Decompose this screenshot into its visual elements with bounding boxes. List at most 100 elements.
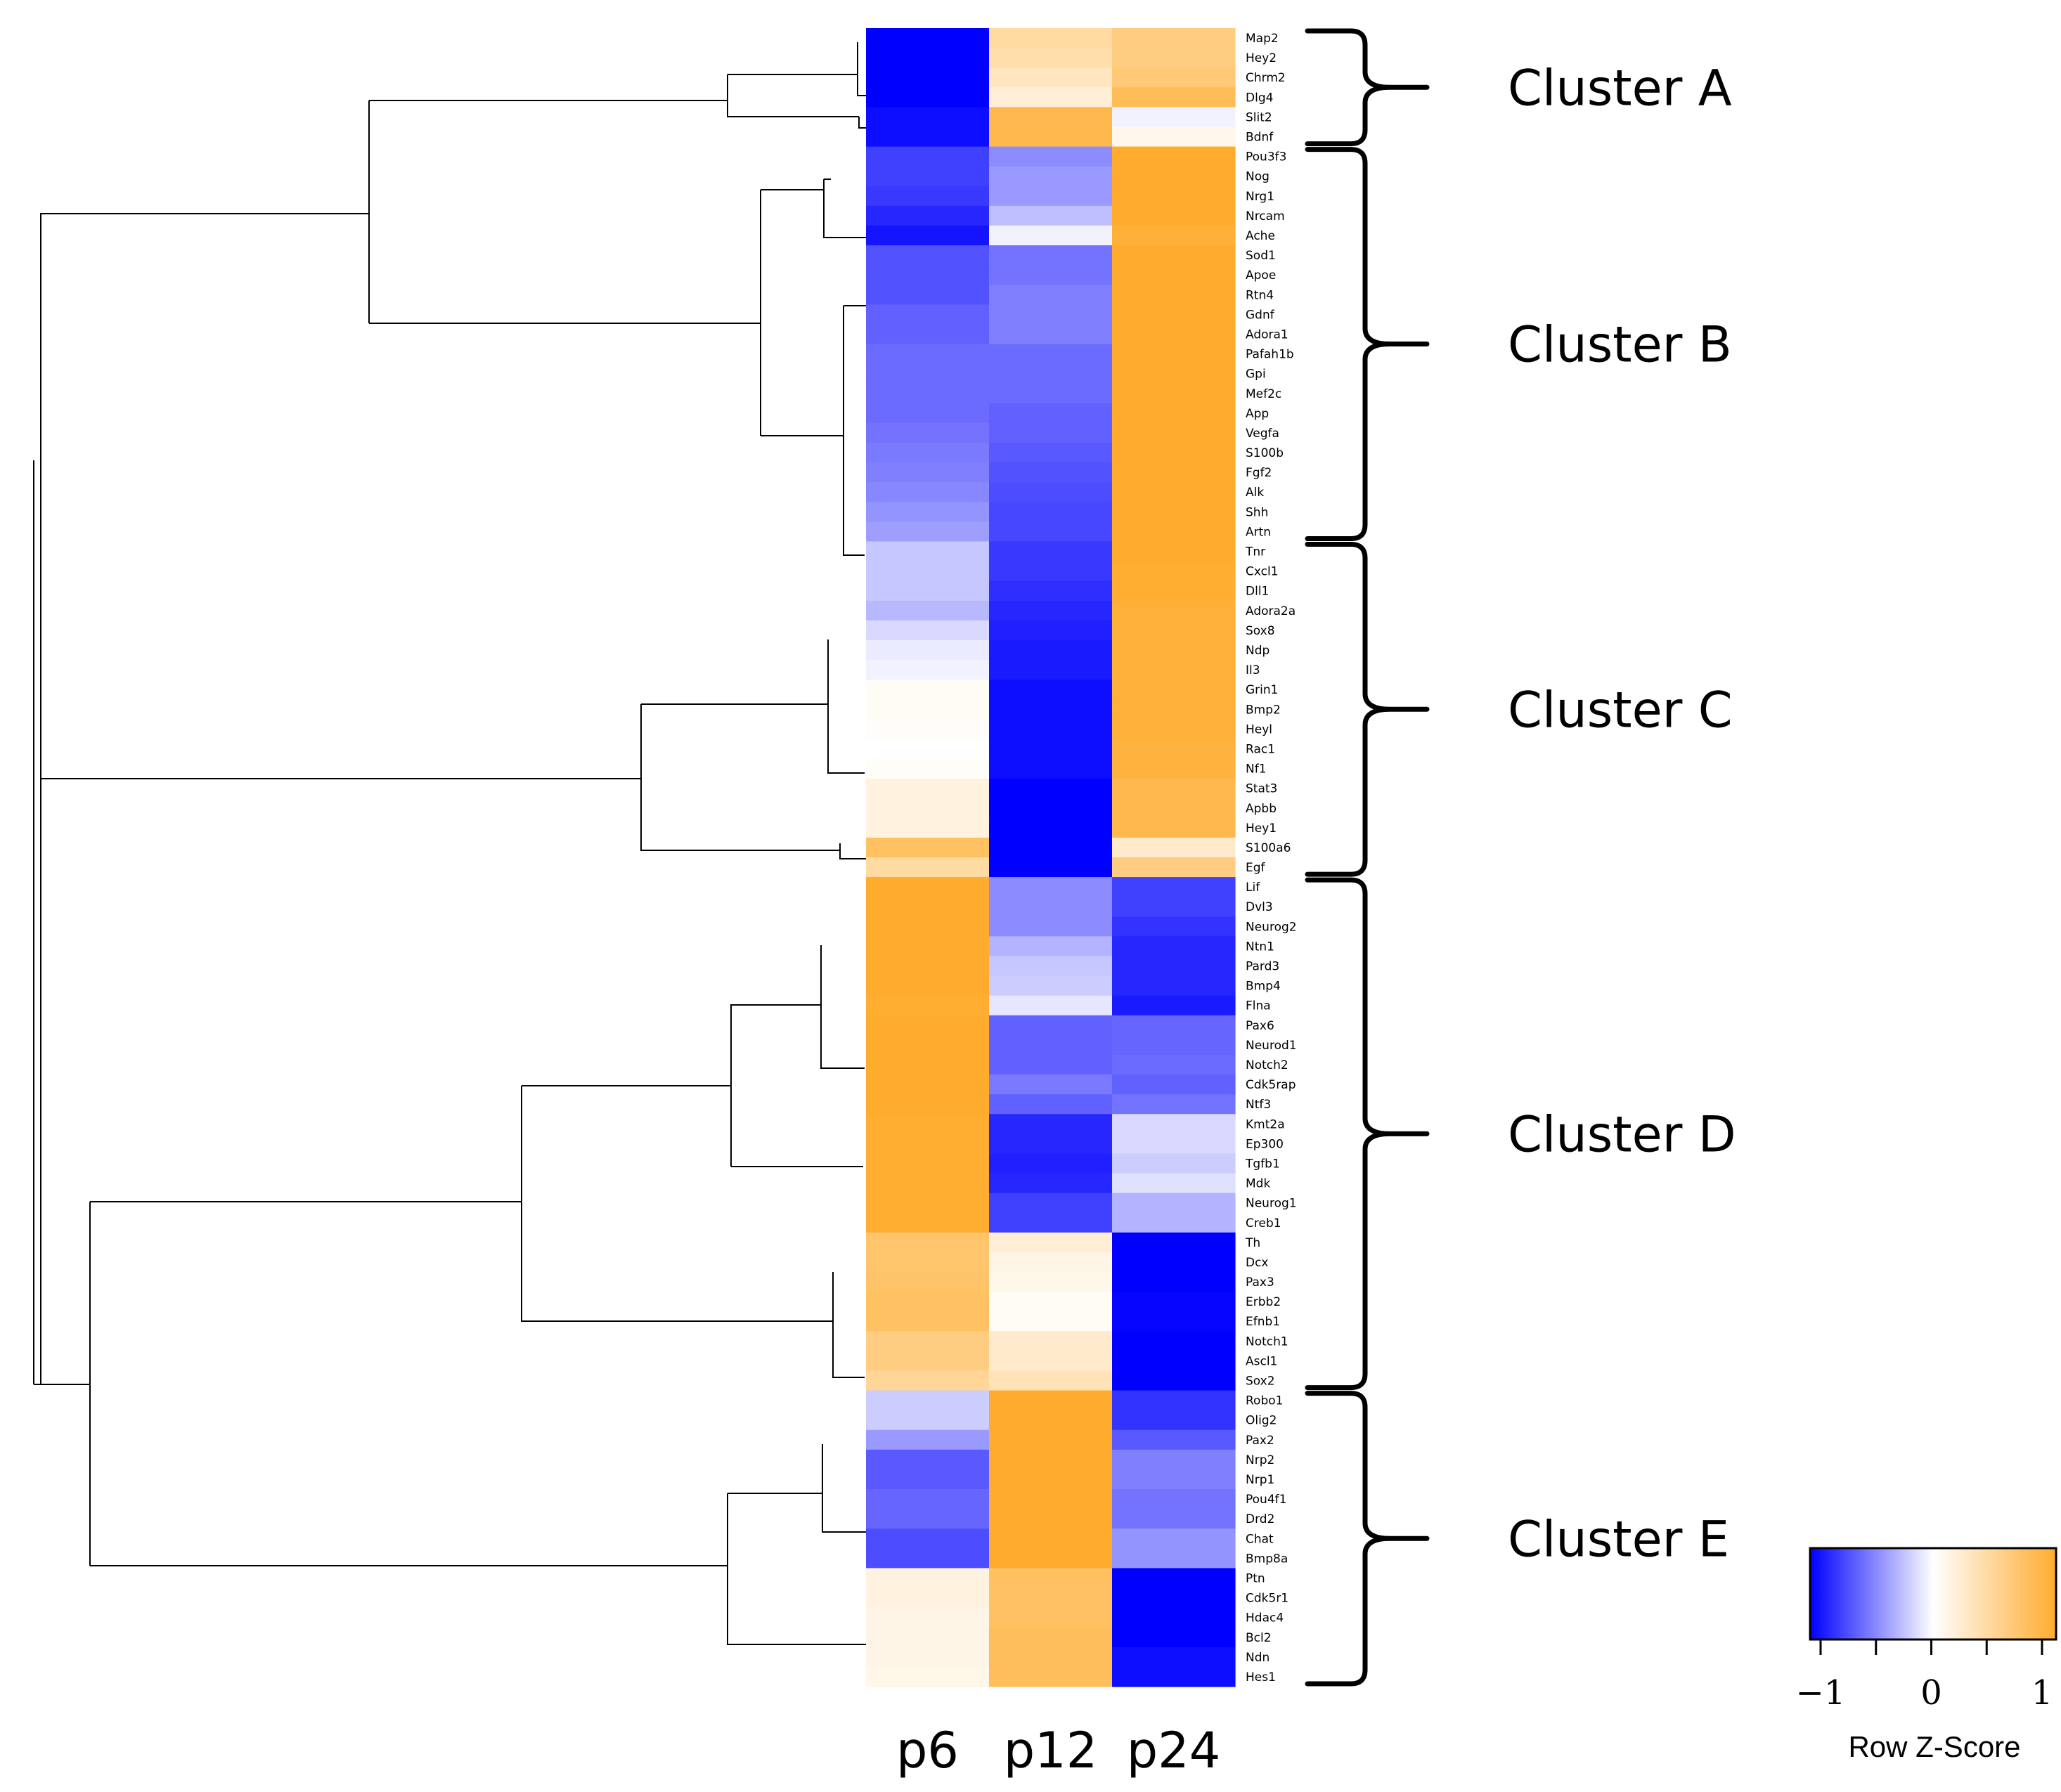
heatmap-cell-Egf-p6 <box>866 857 990 878</box>
gene-label-Olig2: Olig2 <box>1246 1414 1277 1428</box>
heatmap-cell-Neurog1-p24 <box>1112 1193 1236 1214</box>
gene-label-Stat3: Stat3 <box>1246 782 1277 796</box>
heatmap-cell-Neurod1-p6 <box>866 1034 990 1056</box>
gene-label-Pafah1b: Pafah1b <box>1246 348 1294 362</box>
heatmap-cell-Nrp1-p6 <box>866 1469 990 1490</box>
gene-label-Pax6: Pax6 <box>1246 1019 1274 1033</box>
heatmap-cell-Neurog1-p6 <box>866 1193 990 1214</box>
heatmap-cell-Pou4f1-p6 <box>866 1489 990 1509</box>
heatmap-cell-App-p6 <box>866 403 990 424</box>
heatmap-cell-Efnb1-p24 <box>1112 1311 1236 1332</box>
heatmap-cell-Dlg4-p24 <box>1112 87 1236 108</box>
heatmap-cell-Dcx-p24 <box>1112 1252 1236 1273</box>
gene-label-Dll1: Dll1 <box>1246 585 1269 599</box>
heatmap-cell-Nrp1-p24 <box>1112 1469 1236 1490</box>
heatmap-cell-Nrg1-p12 <box>989 186 1113 207</box>
heatmap-cell-Notch1-p6 <box>866 1331 990 1351</box>
heatmap-cell-Heyl-p24 <box>1112 719 1236 740</box>
heatmap-cell-Pax2-p12 <box>989 1429 1113 1450</box>
heatmap-cell-Ndp-p12 <box>989 639 1113 661</box>
heatmap-cell-Slit2-p6 <box>866 107 990 128</box>
heatmap-cell-S100b-p24 <box>1112 443 1236 463</box>
heatmap-cell-Chat-p12 <box>989 1528 1113 1549</box>
heatmap-cell-Ntn1-p24 <box>1112 936 1236 957</box>
gene-label-Cdk5r1: Cdk5r1 <box>1246 1592 1288 1606</box>
gene-label-Nf1: Nf1 <box>1246 762 1267 777</box>
cluster-e-label: Cluster E <box>1508 1510 1729 1568</box>
heatmap-cell-Cdk5r1-p24 <box>1112 1588 1236 1609</box>
gene-label-Tgfb1: Tgfb1 <box>1245 1157 1280 1171</box>
heatmap-cell-Robo1-p24 <box>1112 1390 1236 1411</box>
gene-label-Adora2a: Adora2a <box>1246 604 1296 618</box>
heatmap-cell-Ptn-p6 <box>866 1568 990 1589</box>
heatmap-cell-Bcl2-p6 <box>866 1627 990 1648</box>
heatmap-cell-Grin1-p12 <box>989 680 1113 700</box>
gene-label-Slit2: Slit2 <box>1246 110 1272 124</box>
heatmap-cell-Ndn-p12 <box>989 1647 1113 1668</box>
heatmap-cell-Heyl-p12 <box>989 719 1113 740</box>
heatmap-cell-Hey1-p6 <box>866 817 990 838</box>
heatmap-cell-Pard3-p24 <box>1112 956 1236 977</box>
heatmap-cell-Bmp2-p6 <box>866 699 990 720</box>
heatmap-cell-Rac1-p24 <box>1112 739 1236 760</box>
heatmap-cell-S100b-p12 <box>989 443 1113 463</box>
cluster-a-label: Cluster A <box>1508 59 1732 117</box>
heatmap-cell-Pou4f1-p12 <box>989 1489 1113 1509</box>
heatmap-cell-Bdnf-p6 <box>866 126 990 148</box>
heatmap-cells <box>866 28 1236 1687</box>
heatmap-cell-Grin1-p6 <box>866 680 990 700</box>
heatmap-cell-Bmp4-p24 <box>1112 975 1236 996</box>
gene-label-Egf: Egf <box>1246 861 1266 875</box>
heatmap-cell-Flna-p12 <box>989 995 1113 1016</box>
gene-label-Mef2c: Mef2c <box>1246 387 1281 401</box>
heatmap-cell-Lif-p6 <box>866 877 990 897</box>
heatmap-cell-Neurod1-p12 <box>989 1034 1113 1056</box>
heatmap-cell-Pafah1b-p24 <box>1112 344 1236 365</box>
gene-label-Bmp4: Bmp4 <box>1246 980 1281 994</box>
heatmap-cell-Th-p12 <box>989 1232 1113 1253</box>
heatmap-cell-Gdnf-p24 <box>1112 304 1236 325</box>
heatmap-cell-Apbb-p24 <box>1112 798 1236 819</box>
gene-label-Sox8: Sox8 <box>1246 624 1275 638</box>
heatmap-cell-Olig2-p6 <box>866 1410 990 1431</box>
heatmap-cell-Cdk5r1-p12 <box>989 1588 1113 1609</box>
heatmap-cell-Cdk5rap-p6 <box>866 1074 990 1095</box>
heatmap-cell-Ndn-p24 <box>1112 1647 1236 1668</box>
gene-label-Hdac4: Hdac4 <box>1246 1611 1284 1625</box>
gene-label-Bmp2: Bmp2 <box>1246 703 1281 717</box>
legend-tick-label: −1 <box>1796 1673 1846 1713</box>
gene-label-Sod1: Sod1 <box>1246 249 1276 263</box>
heatmap-cell-Apoe-p12 <box>989 265 1113 285</box>
heatmap-cell-Mdk-p12 <box>989 1173 1113 1194</box>
cluster-e-brace <box>1305 1391 1430 1687</box>
gene-label-Dvl3: Dvl3 <box>1246 900 1273 914</box>
cluster-d-label: Cluster D <box>1508 1105 1736 1163</box>
heatmap-cell-Dvl3-p24 <box>1112 897 1236 917</box>
legend-title: Row Z-Score <box>1848 1730 2020 1763</box>
heatmap-cell-Nf1-p24 <box>1112 758 1236 779</box>
dendrogram-c-subtree <box>41 639 866 859</box>
gene-label-Pou4f1: Pou4f1 <box>1246 1493 1286 1507</box>
gene-label-Ascl1: Ascl1 <box>1246 1354 1277 1368</box>
heatmap-cell-Ep300-p6 <box>866 1134 990 1155</box>
heatmap-cell-S100b-p6 <box>866 443 990 463</box>
heatmap-cell-Pou3f3-p12 <box>989 146 1113 167</box>
heatmap-cell-Ache-p12 <box>989 225 1113 246</box>
heatmap-cell-Map2-p12 <box>989 28 1113 48</box>
heatmap-cell-Th-p6 <box>866 1232 990 1253</box>
heatmap-cell-Hdac4-p12 <box>989 1607 1113 1628</box>
gene-label-Th: Th <box>1245 1236 1260 1250</box>
heatmap-cell-Artn-p6 <box>866 521 990 543</box>
heatmap-cell-Neurod1-p24 <box>1112 1034 1236 1056</box>
heatmap-cell-Ptn-p24 <box>1112 1568 1236 1589</box>
gene-label-Tnr: Tnr <box>1245 545 1265 559</box>
gene-label-S100a6: S100a6 <box>1246 841 1291 855</box>
gene-label-Chat: Chat <box>1246 1532 1274 1546</box>
gene-label-Notch2: Notch2 <box>1246 1058 1288 1072</box>
heatmap-cell-Gpi-p24 <box>1112 363 1236 384</box>
dendrogram-e-subtree <box>727 1444 866 1645</box>
heatmap-cell-Adora2a-p24 <box>1112 600 1236 621</box>
heatmap-cell-Bmp4-p12 <box>989 975 1113 996</box>
heatmap-cell-Notch2-p12 <box>989 1054 1113 1075</box>
heatmap-cell-Shh-p12 <box>989 502 1113 522</box>
